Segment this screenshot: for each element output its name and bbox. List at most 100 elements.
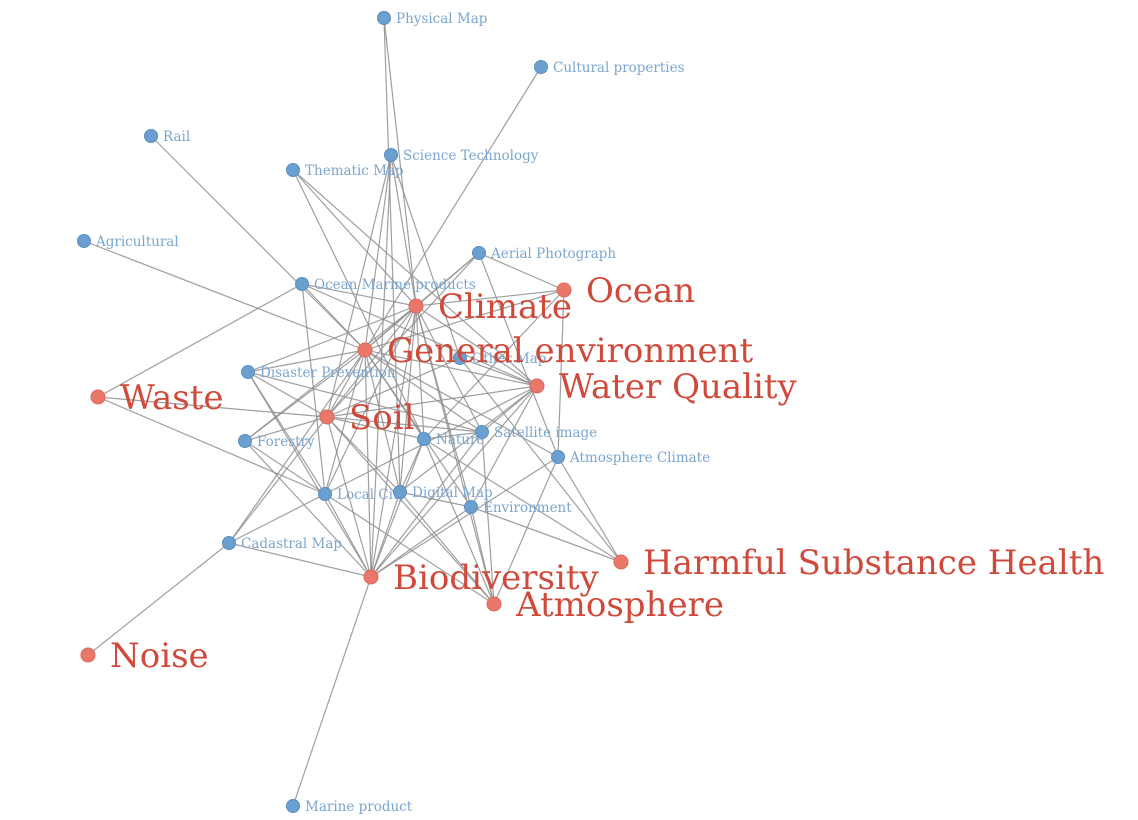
edge-atmosphere-climate-harmful-substance-health xyxy=(557,456,622,563)
node-water-quality[interactable]: Water Quality xyxy=(529,367,798,407)
node-dot-local-city[interactable] xyxy=(318,487,332,501)
node-dot-digital-map[interactable] xyxy=(393,485,407,499)
node-physical-map[interactable]: Physical Map xyxy=(377,11,488,27)
edge-general-environment-water-quality xyxy=(364,349,538,387)
node-dot-ocean-marine-products[interactable] xyxy=(295,277,309,291)
edge-ocean-marine-products-general-environment xyxy=(301,283,366,351)
node-thematic-map[interactable]: Thematic Map xyxy=(286,163,404,179)
edge-general-environment-cadastral-map xyxy=(228,349,366,544)
node-dot-cultural-properties[interactable] xyxy=(534,60,548,74)
node-dot-atmosphere[interactable] xyxy=(486,596,502,612)
edge-soil-biodiversity xyxy=(326,416,372,578)
node-dot-nature[interactable] xyxy=(417,432,431,446)
node-digital-map[interactable]: Digital Map xyxy=(393,485,493,501)
node-biodiversity[interactable]: Biodiversity xyxy=(363,558,600,598)
edge-water-quality-digital-map xyxy=(399,385,538,493)
node-label-atmosphere-climate: Atmosphere Climate xyxy=(569,450,710,466)
node-cultural-properties[interactable]: Cultural properties xyxy=(534,60,685,76)
node-dot-waste[interactable] xyxy=(90,389,106,405)
node-dot-rail[interactable] xyxy=(144,129,158,143)
node-environment[interactable]: Environment xyxy=(464,500,573,516)
edge-atmosphere-climate-atmosphere xyxy=(493,456,559,605)
node-atmosphere[interactable]: Atmosphere xyxy=(486,585,724,625)
edge-environment-atmosphere xyxy=(470,506,495,605)
node-dot-agricultural[interactable] xyxy=(77,234,91,248)
node-label-cadastral-map: Cadastral Map xyxy=(241,536,342,552)
edge-satellite-image-biodiversity xyxy=(370,431,483,578)
edge-climate-biodiversity xyxy=(370,305,417,578)
node-label-satellite-image: Satellite image xyxy=(494,425,597,441)
node-label-marine-product: Marine product xyxy=(305,799,413,815)
node-dot-thematic-map[interactable] xyxy=(286,163,300,177)
node-harmful-substance-health[interactable]: Harmful Substance Health xyxy=(613,543,1104,583)
node-rail[interactable]: Rail xyxy=(144,129,191,145)
node-dot-marine-product[interactable] xyxy=(286,799,300,813)
node-label-noise: Noise xyxy=(110,636,209,676)
node-ocean-marine-products[interactable]: Ocean Marine products xyxy=(295,277,476,293)
node-dot-satellite-image[interactable] xyxy=(475,425,489,439)
node-dot-harmful-substance-health[interactable] xyxy=(613,554,629,570)
node-marine-product[interactable]: Marine product xyxy=(286,799,413,815)
node-dot-environment[interactable] xyxy=(464,500,478,514)
node-dot-biodiversity[interactable] xyxy=(363,569,379,585)
edge-digital-map-environment xyxy=(399,491,472,508)
node-dot-general-environment[interactable] xyxy=(357,342,373,358)
edge-soil-satellite-image xyxy=(326,416,483,433)
edge-physical-map-climate xyxy=(383,17,417,307)
node-dot-other-map[interactable] xyxy=(453,351,467,365)
edge-ocean-atmosphere-climate xyxy=(557,289,565,458)
edge-aerial-photograph-atmosphere-climate xyxy=(478,252,559,458)
node-agricultural[interactable]: Agricultural xyxy=(77,234,179,250)
node-dot-climate[interactable] xyxy=(408,298,424,314)
edge-digital-map-atmosphere xyxy=(399,491,495,605)
node-label-biodiversity: Biodiversity xyxy=(393,558,600,598)
node-label-environment: Environment xyxy=(483,500,572,516)
edge-waste-soil xyxy=(97,396,328,418)
node-label-nature: Nature xyxy=(436,432,484,448)
node-atmosphere-climate[interactable]: Atmosphere Climate xyxy=(551,450,711,466)
node-noise[interactable]: Noise xyxy=(80,636,209,676)
edge-aerial-photograph-soil xyxy=(326,252,480,418)
node-aerial-photograph[interactable]: Aerial Photograph xyxy=(472,246,617,262)
edge-ocean-climate xyxy=(415,289,565,307)
edge-science-technology-soil xyxy=(326,154,392,418)
edge-water-quality-cadastral-map xyxy=(228,385,538,544)
node-ocean[interactable]: Ocean xyxy=(556,271,695,311)
edge-disaster-prevention-biodiversity xyxy=(247,371,372,578)
edge-digital-map-biodiversity xyxy=(370,491,401,578)
node-label-atmosphere: Atmosphere xyxy=(515,585,724,625)
edge-water-quality-biodiversity xyxy=(370,385,538,578)
node-other-map[interactable]: Other Map xyxy=(453,351,547,367)
node-disaster-prevention[interactable]: Disaster Prevention xyxy=(241,365,396,381)
edge-climate-satellite-image xyxy=(415,305,483,433)
edge-biodiversity-marine-product xyxy=(292,576,372,807)
node-dot-atmosphere-climate[interactable] xyxy=(551,450,565,464)
node-dot-science-technology[interactable] xyxy=(384,148,398,162)
node-dot-water-quality[interactable] xyxy=(529,378,545,394)
node-dot-aerial-photograph[interactable] xyxy=(472,246,486,260)
edge-forestry-biodiversity xyxy=(244,440,372,578)
node-local-city[interactable]: Local City xyxy=(318,487,407,503)
edge-nature-atmosphere xyxy=(423,438,495,605)
node-soil[interactable]: Soil xyxy=(319,398,415,438)
edge-nature-satellite-image xyxy=(423,431,483,440)
node-dot-soil[interactable] xyxy=(319,409,335,425)
node-cadastral-map[interactable]: Cadastral Map xyxy=(222,536,343,552)
edge-thematic-map-water-quality xyxy=(292,169,538,387)
node-nature[interactable]: Nature xyxy=(417,432,485,448)
node-waste[interactable]: Waste xyxy=(90,378,224,418)
node-dot-disaster-prevention[interactable] xyxy=(241,365,255,379)
node-forestry[interactable]: Forestry xyxy=(238,434,316,450)
node-dot-forestry[interactable] xyxy=(238,434,252,448)
node-general-environment[interactable]: General environment xyxy=(357,331,753,371)
node-dot-ocean[interactable] xyxy=(556,282,572,298)
node-climate[interactable]: Climate xyxy=(408,287,572,327)
node-dot-physical-map[interactable] xyxy=(377,11,391,25)
node-satellite-image[interactable]: Satellite image xyxy=(475,425,598,441)
edge-general-environment-disaster-prevention xyxy=(247,349,366,373)
node-science-technology[interactable]: Science Technology xyxy=(384,148,539,164)
edge-local-city-atmosphere xyxy=(324,493,495,605)
node-dot-cadastral-map[interactable] xyxy=(222,536,236,550)
node-dot-noise[interactable] xyxy=(80,647,96,663)
